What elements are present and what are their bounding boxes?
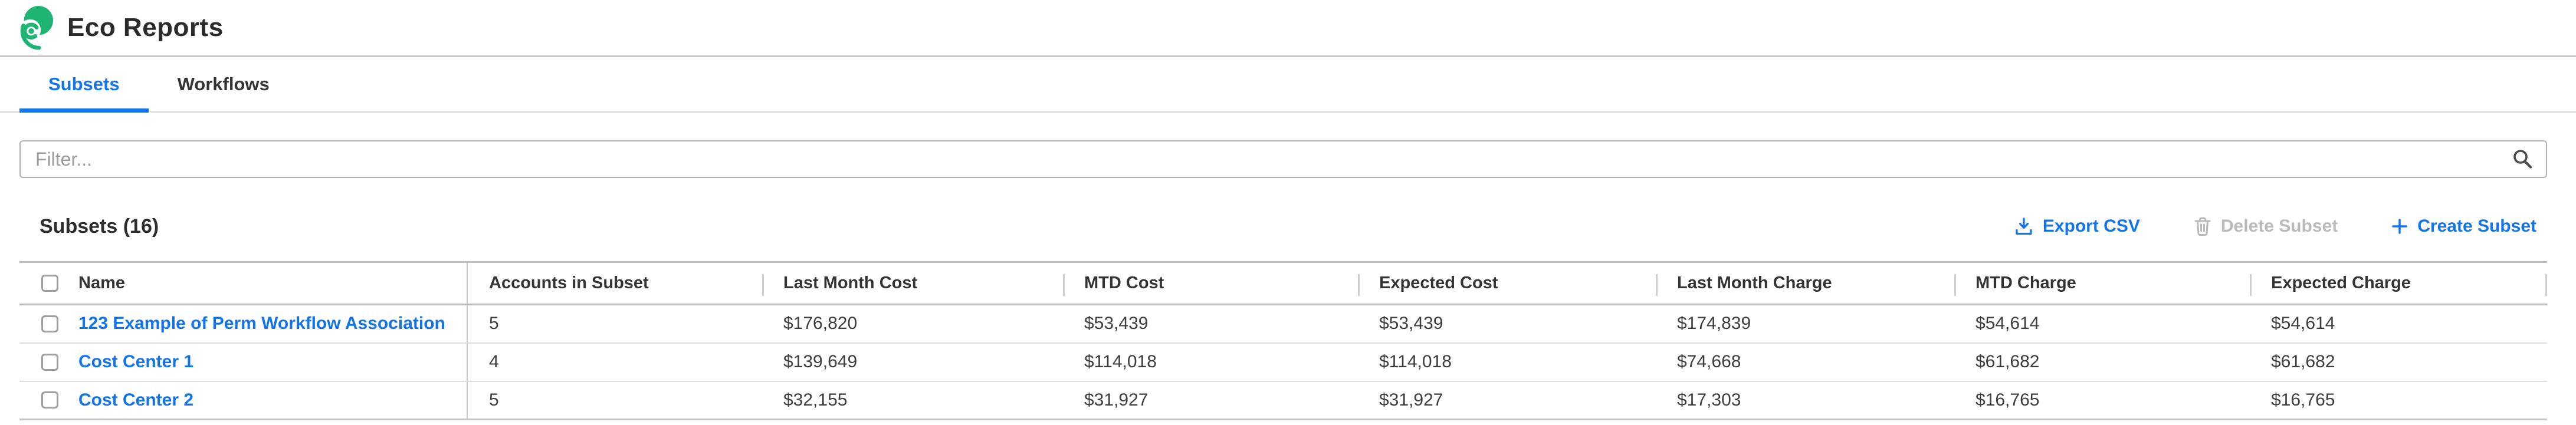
cell-expected-cost: $31,927 [1358,381,1656,420]
select-all-checkbox[interactable] [41,275,58,292]
column-header-expected-cost[interactable]: Expected Cost [1358,262,1656,305]
filter-bar [19,140,2547,178]
cell-expected-charge: $61,682 [2250,342,2547,382]
subset-name-link[interactable]: 123 Example of Perm Workflow Association [78,314,445,334]
column-header-name[interactable]: Name [68,262,468,305]
row-checkbox-cell [19,342,68,382]
cell-expected-charge: $16,765 [2250,381,2547,420]
cell-accounts-in-subset: 4 [467,342,762,382]
cell-expected-cost: $53,439 [1358,304,1656,344]
section-bar: Subsets (16) Export CSV [19,212,2547,241]
section-title: Subsets (16) [40,215,159,238]
tab-bar: Subsets Workflows [0,57,2576,113]
subsets-table: Name Accounts in Subset Last Month Cost … [19,261,2547,420]
cell-last-month-charge: $74,668 [1656,342,1954,382]
cell-last-month-charge: $17,303 [1656,381,1954,420]
download-icon [2014,216,2034,236]
cell-mtd-cost: $31,927 [1063,381,1358,420]
plus-icon [2391,218,2408,235]
table-row: Cost Center 1 4 $139,649 $114,018 $114,0… [19,342,2547,382]
export-csv-label: Export CSV [2042,216,2140,236]
delete-subset-label: Delete Subset [2220,216,2338,236]
cell-mtd-charge: $61,682 [1954,342,2250,382]
column-header-last-month-charge[interactable]: Last Month Charge [1656,262,1954,305]
eco-swirl-logo-icon [19,5,53,50]
tab-subsets[interactable]: Subsets [19,57,149,113]
row-checkbox-cell [19,304,68,344]
cell-mtd-cost: $53,439 [1063,304,1358,344]
cell-accounts-in-subset: 5 [467,381,762,420]
cell-last-month-cost: $139,649 [762,342,1063,382]
table-header-row: Name Accounts in Subset Last Month Cost … [19,262,2547,305]
column-header-mtd-cost[interactable]: MTD Cost [1063,262,1358,305]
page-title: Eco Reports [67,13,224,42]
row-checkbox[interactable] [41,315,58,332]
tab-workflows[interactable]: Workflows [177,73,270,94]
cell-last-month-cost: $176,820 [762,304,1063,344]
table-row: 123 Example of Perm Workflow Association… [19,304,2547,344]
select-all-cell [19,262,68,305]
column-header-accounts-in-subset[interactable]: Accounts in Subset [467,262,762,305]
cell-accounts-in-subset: 5 [467,304,762,344]
subset-name-link[interactable]: Cost Center 1 [78,352,194,371]
create-subset-label: Create Subset [2417,216,2536,236]
subset-name-link[interactable]: Cost Center 2 [78,390,194,410]
export-csv-button[interactable]: Export CSV [2014,216,2140,236]
cell-mtd-charge: $16,765 [1954,381,2250,420]
delete-subset-button[interactable]: Delete Subset [2193,216,2338,237]
cell-last-month-charge: $174,839 [1656,304,1954,344]
cell-mtd-cost: $114,018 [1063,342,1358,382]
column-header-last-month-cost[interactable]: Last Month Cost [762,262,1063,305]
cell-expected-charge: $54,614 [2250,304,2547,344]
cell-mtd-charge: $54,614 [1954,304,2250,344]
search-icon [2511,147,2534,171]
column-header-mtd-charge[interactable]: MTD Charge [1954,262,2250,305]
filter-input[interactable] [19,140,2547,178]
row-checkbox[interactable] [41,353,58,371]
cell-last-month-cost: $32,155 [762,381,1063,420]
column-header-expected-charge[interactable]: Expected Charge [2250,262,2547,305]
row-checkbox[interactable] [41,391,58,409]
table-actions: Export CSV Delete Subset [2014,216,2536,237]
row-checkbox-cell [19,381,68,420]
app-header: Eco Reports [0,0,2576,57]
create-subset-button[interactable]: Create Subset [2391,216,2536,236]
cell-expected-cost: $114,018 [1358,342,1656,382]
table-row: Cost Center 2 5 $32,155 $31,927 $31,927 … [19,381,2547,420]
trash-icon [2193,216,2212,237]
